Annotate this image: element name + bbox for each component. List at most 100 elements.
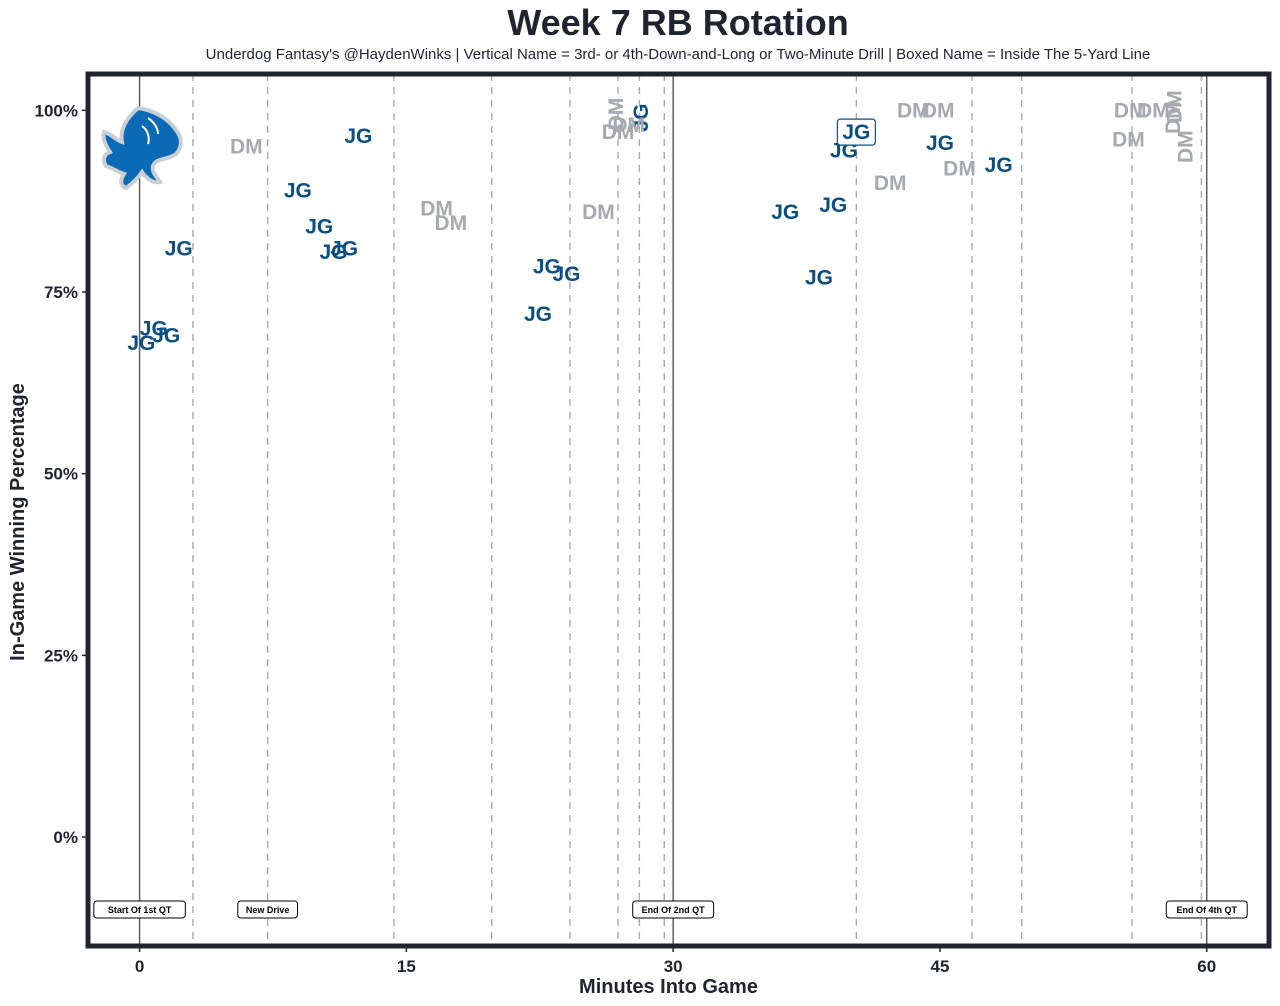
point-dm: DM: [1114, 99, 1147, 122]
point-jg: JG: [533, 256, 561, 279]
point-label: DM: [420, 197, 453, 220]
point-dm: DM: [602, 121, 635, 144]
point-dm: DM: [435, 212, 468, 235]
point-jg: JG: [165, 237, 193, 260]
point-jg: JG: [305, 216, 333, 239]
axes-layer: 0 15 30 45 60 0% 25% 50% 75% 100% Minutes Into Gam…: [7, 71, 1272, 998]
point-label: JG: [305, 216, 333, 239]
point-jg: JG: [985, 154, 1013, 177]
detroit-lions-logo: [101, 105, 183, 191]
point-dm: DM: [1137, 99, 1170, 122]
point-jg: JG: [819, 194, 847, 217]
marker-annotation: End Of 4th QT: [1165, 900, 1248, 919]
y-tick-label: 0%: [53, 828, 78, 847]
marker-box: [237, 900, 298, 919]
point-dm: DM: [1174, 130, 1197, 163]
boxed-point-frame: [836, 118, 876, 146]
marker-annotation: End Of 2nd QT: [632, 900, 715, 919]
marker-annotation: New Drive: [237, 900, 298, 919]
point-label: DM: [943, 157, 976, 180]
point-label: DM: [1112, 128, 1145, 151]
y-axis-label: In-Game Winning Percentage: [7, 383, 29, 661]
point-dm: DM: [1162, 101, 1185, 134]
point-dm: DM: [605, 98, 628, 131]
point-label: DM: [1137, 99, 1170, 122]
x-axis-label: Minutes Into Game: [579, 976, 758, 998]
marker-label: New Drive: [246, 905, 290, 915]
point-dm: DM: [1164, 90, 1187, 123]
point-jg: JG: [319, 241, 347, 264]
point-jg: JG: [926, 132, 954, 155]
point-jg: JG: [140, 317, 168, 340]
point-label: JG: [284, 179, 312, 202]
point-label: DM: [1164, 90, 1187, 123]
point-label: DM: [1162, 101, 1185, 134]
point-dm: DM: [582, 201, 615, 224]
plot-frame: [85, 71, 1272, 949]
point-label: DM: [1174, 130, 1197, 163]
y-tick-label: 25%: [44, 646, 78, 665]
point-jg: JG: [524, 303, 552, 326]
y-tick-label: 75%: [44, 283, 78, 302]
point-label: JG: [140, 317, 168, 340]
point-jg: JG: [805, 266, 833, 289]
point-jg: JG: [630, 104, 653, 132]
point-label: DM: [435, 212, 468, 235]
point-label: DM: [612, 114, 645, 137]
point-label: DM: [230, 136, 263, 159]
point-label: JG: [842, 121, 870, 144]
point-jg: JG: [127, 332, 155, 355]
point-jg: JG: [284, 179, 312, 202]
point-label: JG: [771, 201, 799, 224]
point-jg: JG: [552, 263, 580, 286]
team-logo: [101, 105, 183, 191]
point-dm: DM: [897, 99, 930, 122]
point-jg: JG: [771, 201, 799, 224]
point-jg: JG: [836, 118, 876, 146]
point-label: JG: [319, 241, 347, 264]
chart-title: Week 7 RB Rotation: [507, 2, 849, 43]
point-label: DM: [1114, 99, 1147, 122]
x-tick-label: 15: [397, 957, 416, 976]
point-label: DM: [582, 201, 615, 224]
marker-box: [1165, 900, 1248, 919]
point-label: JG: [552, 263, 580, 286]
marker-annotation: Start Of 1st QT: [93, 900, 186, 919]
chart-subtitle: Underdog Fantasy's @HaydenWinks | Vertic…: [205, 46, 1151, 63]
point-label: DM: [602, 121, 635, 144]
y-tick-label: 100%: [35, 101, 78, 120]
point-dm: DM: [922, 99, 955, 122]
point-label: JG: [533, 256, 561, 279]
point-label: JG: [344, 125, 372, 148]
point-jg: JG: [344, 125, 372, 148]
marker-box: [93, 900, 186, 919]
marker-box: [632, 900, 715, 919]
point-label: JG: [819, 194, 847, 217]
point-jg: JG: [330, 237, 358, 260]
point-label: DM: [897, 99, 930, 122]
x-tick-label: 60: [1197, 957, 1216, 976]
point-dm: DM: [230, 136, 263, 159]
x-tick-label: 0: [135, 957, 144, 976]
point-dm: DM: [874, 172, 907, 195]
point-label: JG: [630, 104, 653, 132]
point-label: DM: [605, 98, 628, 131]
point-label: JG: [805, 266, 833, 289]
point-label: JG: [524, 303, 552, 326]
guide-lines-layer: [138, 74, 1208, 946]
point-label: JG: [165, 237, 193, 260]
point-label: JG: [985, 154, 1013, 177]
point-label: JG: [926, 132, 954, 155]
y-tick-label: 50%: [44, 465, 78, 484]
point-jg: JG: [152, 325, 180, 348]
x-tick-label: 45: [930, 957, 949, 976]
point-label: DM: [922, 99, 955, 122]
point-label: DM: [874, 172, 907, 195]
point-dm: DM: [943, 157, 976, 180]
point-dm: DM: [612, 114, 645, 137]
point-dm: DM: [1112, 128, 1145, 151]
point-label: JG: [330, 237, 358, 260]
point-label: JG: [152, 325, 180, 348]
